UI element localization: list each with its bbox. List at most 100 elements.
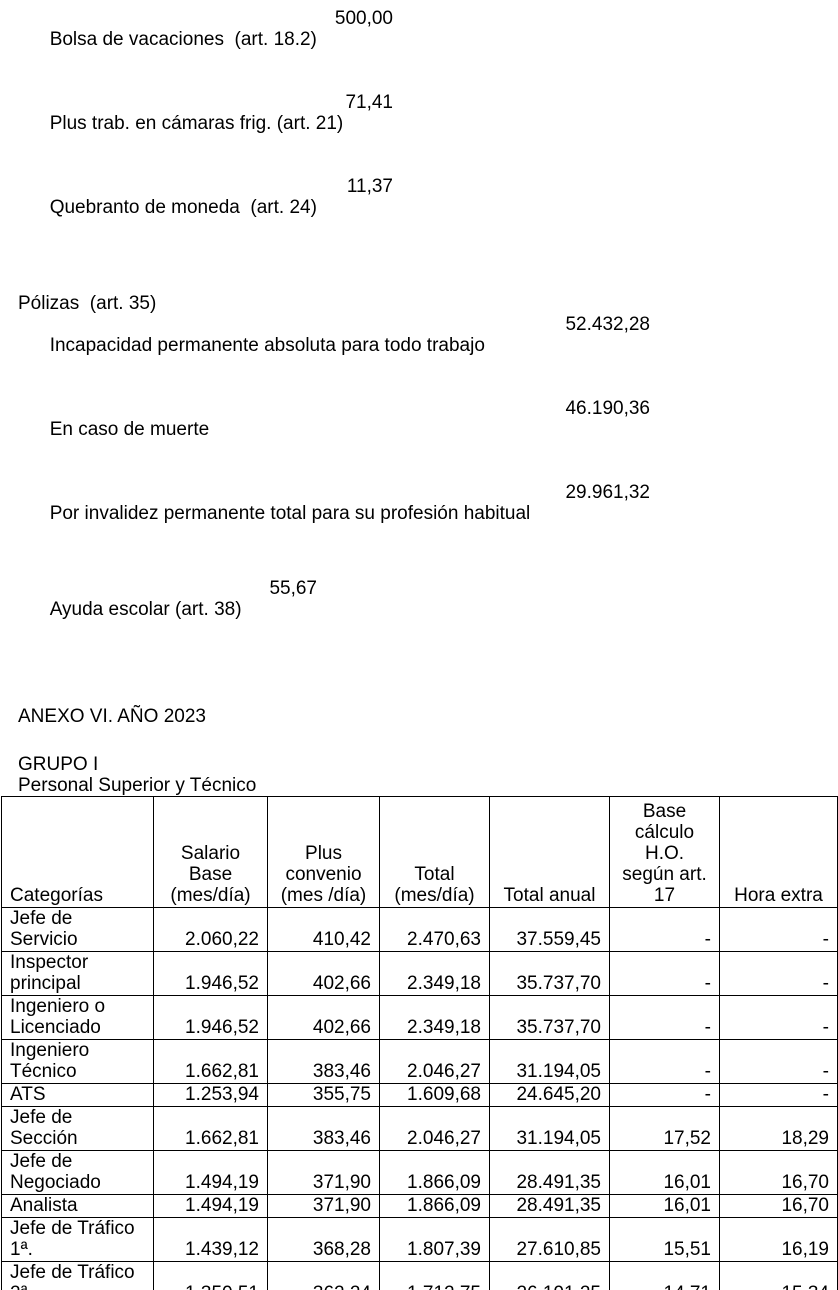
value-cell: 355,75: [267, 1083, 380, 1107]
anexo-title-block: ANEXO VI. AÑO 2023: [0, 706, 838, 727]
table-row: Inspector principal 1.946,52 402,66 2.349,1…: [1, 951, 838, 996]
value-cell: 28.491,35: [489, 1194, 610, 1218]
category-cell: Jefe de Tráfico 2ª.: [1, 1261, 154, 1290]
value-cell: 1.866,09: [379, 1194, 490, 1218]
value-cell: 24.645,20: [489, 1083, 610, 1107]
value-cell: -: [609, 1039, 720, 1084]
value-cell: -: [719, 1039, 838, 1084]
column-header: Hora extra: [719, 796, 838, 908]
column-header: Plus convenio (mes /día): [267, 796, 380, 908]
value-cell: 2.349,18: [379, 995, 490, 1040]
category-cell: Inspector principal: [1, 951, 154, 996]
allowance-label: Plus trab. en cámaras frig. (art. 21): [49, 113, 344, 134]
value-cell: 16,70: [719, 1194, 838, 1218]
value-cell: 35.737,70: [489, 995, 610, 1040]
value-cell: -: [719, 995, 838, 1040]
column-header: Categorías: [1, 796, 154, 908]
value-cell: 1.439,12: [153, 1217, 268, 1262]
value-cell: 18,29: [719, 1106, 838, 1151]
group1-name: GRUPO I: [18, 754, 99, 775]
table-row: ATS 1.253,94 355,75 1.609,68 24.645,20- -: [1, 1083, 838, 1107]
poliza-label: Por invalidez permanente total para su p…: [49, 503, 531, 524]
value-cell: 368,28: [267, 1217, 380, 1262]
value-cell: 1.866,09: [379, 1150, 490, 1195]
value-cell: 1.946,52: [153, 951, 268, 996]
value-cell: 31.194,05: [489, 1039, 610, 1084]
value-cell: 2.349,18: [379, 951, 490, 996]
value-cell: 15,51: [609, 1217, 720, 1262]
poliza-value: 52.432,28: [565, 314, 650, 335]
value-cell: 1.807,39: [379, 1217, 490, 1262]
group1-heading: GRUPO I Personal Superior y Técnico: [0, 754, 838, 796]
value-cell: -: [609, 995, 720, 1040]
value-cell: 371,90: [267, 1194, 380, 1218]
value-cell: 2.046,27: [379, 1039, 490, 1084]
allowances-block: Bolsa de vacaciones (art. 18.2) 500,00 P…: [0, 0, 838, 260]
value-cell: -: [719, 1083, 838, 1107]
value-cell: 2.060,22: [153, 907, 268, 952]
value-cell: 1.662,81: [153, 1106, 268, 1151]
header-row: Categorías Salario Base (mes/día) Plus con…: [1, 796, 838, 908]
value-cell: 383,46: [267, 1106, 380, 1151]
value-cell: 1.946,52: [153, 995, 268, 1040]
value-cell: 37.559,45: [489, 907, 610, 952]
anexo-title: ANEXO VI. AÑO 2023: [18, 706, 206, 727]
table-row: Jefe de Servicio 2.060,22 410,42 2.470,63 37…: [1, 907, 838, 952]
value-cell: 371,90: [267, 1150, 380, 1195]
table-row: Jefe de Tráfico 1ª. 1.439,12 368,28 1.807,3…: [1, 1217, 838, 1262]
category-cell: Jefe de Tráfico 1ª.: [1, 1217, 154, 1262]
value-cell: 402,66: [267, 995, 380, 1040]
value-cell: 1.609,68: [379, 1083, 490, 1107]
value-cell: 16,70: [719, 1150, 838, 1195]
allowance-value: 71,41: [345, 92, 393, 113]
value-cell: 28.491,35: [489, 1150, 610, 1195]
allowance-label: Quebranto de moneda (art. 24): [49, 197, 317, 218]
polizas-title: Pólizas (art. 35): [18, 293, 157, 314]
value-cell: 31.194,05: [489, 1106, 610, 1151]
value-cell: -: [609, 907, 720, 952]
column-header: Total anual: [489, 796, 610, 908]
ayuda-escolar-value: 55,67: [269, 578, 317, 599]
value-cell: -: [609, 951, 720, 996]
value-cell: 1.350,51: [153, 1261, 268, 1290]
polizas-block: Pólizas (art. 35) Incapacidad permanente…: [0, 293, 838, 566]
table-row: Jefe de Negociado 1.494,19 371,90 1.866,09 2…: [1, 1150, 838, 1195]
value-cell: 15,34: [719, 1261, 838, 1290]
value-cell: 1.494,19: [153, 1194, 268, 1218]
poliza-label: Incapacidad permanente absoluta para tod…: [49, 335, 485, 356]
value-cell: 27.610,85: [489, 1217, 610, 1262]
value-cell: 14,71: [609, 1261, 720, 1290]
value-cell: 402,66: [267, 951, 380, 996]
column-header: Salario Base (mes/día): [153, 796, 268, 908]
table-row: Jefe de Sección 1.662,81 383,46 2.046,27 31.…: [1, 1106, 838, 1151]
value-cell: 35.737,70: [489, 951, 610, 996]
value-cell: -: [719, 907, 838, 952]
category-cell: Ingeniero Técnico: [1, 1039, 154, 1084]
category-cell: ATS: [1, 1083, 154, 1107]
allowance-value: 500,00: [334, 8, 393, 29]
group1-subtitle: Personal Superior y Técnico: [18, 775, 257, 796]
allowance-value: 11,37: [346, 176, 393, 197]
value-cell: 1.712,75: [379, 1261, 490, 1290]
value-cell: 410,42: [267, 907, 380, 952]
ayuda-escolar-label: Ayuda escolar (art. 38): [49, 599, 242, 620]
category-cell: Jefe de Negociado: [1, 1150, 154, 1195]
value-cell: 17,52: [609, 1106, 720, 1151]
poliza-line: Incapacidad permanente absoluta para tod…: [0, 314, 838, 398]
ayuda-escolar-line: Ayuda escolar (art. 38) 55,67: [0, 578, 838, 662]
table-row: Jefe de Tráfico 2ª.1.350,51362,241.712,7…: [1, 1261, 838, 1290]
category-cell: Jefe de Servicio: [1, 907, 154, 952]
value-cell: 1.253,94: [153, 1083, 268, 1107]
poliza-value: 29.961,32: [565, 482, 650, 503]
value-cell: -: [719, 951, 838, 996]
poliza-value: 46.190,36: [565, 398, 650, 419]
category-cell: Analista: [1, 1194, 154, 1218]
value-cell: 1.494,19: [153, 1150, 268, 1195]
ayuda-escolar-block: Ayuda escolar (art. 38) 55,67: [0, 578, 838, 662]
value-cell: 2.470,63: [379, 907, 490, 952]
poliza-line: En caso de muerte 46.190,36: [0, 398, 838, 482]
poliza-line: Por invalidez permanente total para su p…: [0, 482, 838, 566]
category-cell: Jefe de Sección: [1, 1106, 154, 1151]
table-row: Ingeniero Técnico 1.662,81 383,46 2.046,27 3…: [1, 1039, 838, 1084]
